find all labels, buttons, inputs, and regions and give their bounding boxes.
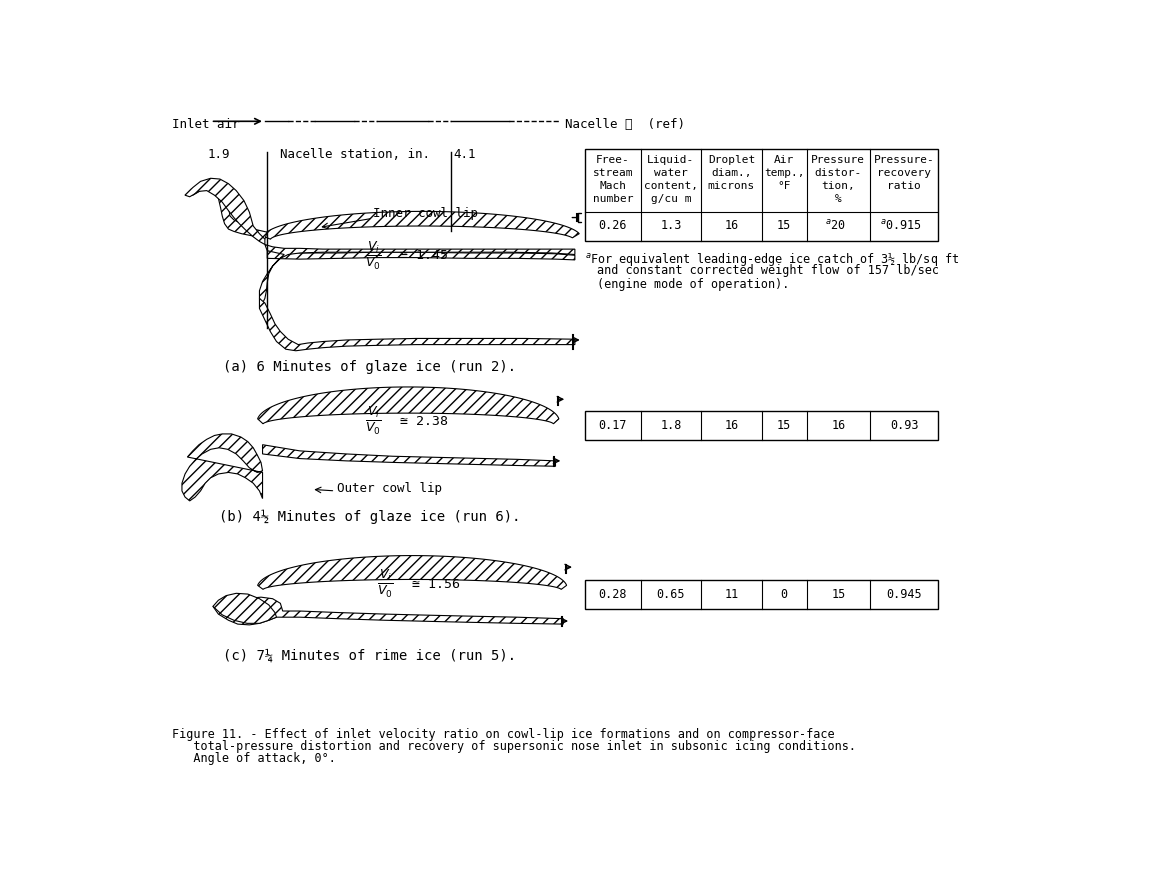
Text: stream: stream <box>593 168 633 177</box>
Text: recovery: recovery <box>878 168 931 177</box>
Text: Mach: Mach <box>600 181 626 190</box>
Polygon shape <box>264 212 579 240</box>
Text: Inlet air: Inlet air <box>171 118 240 131</box>
Text: 1.8: 1.8 <box>660 418 682 431</box>
Text: 4.1: 4.1 <box>453 147 476 160</box>
Text: 0.65: 0.65 <box>657 588 686 601</box>
Polygon shape <box>267 252 574 260</box>
Text: Figure 11. - Effect of inlet velocity ratio on cowl-lip ice formations and on co: Figure 11. - Effect of inlet velocity ra… <box>171 727 835 739</box>
Text: ratio: ratio <box>887 181 921 190</box>
Text: $^a$For equivalent leading-edge ice catch of 3½ lb/sq ft: $^a$For equivalent leading-edge ice catc… <box>585 250 959 267</box>
Text: temp.,: temp., <box>764 168 805 177</box>
Text: $\frac{V_i}{V_0}$: $\frac{V_i}{V_0}$ <box>376 567 394 600</box>
Text: Pressure: Pressure <box>812 154 865 165</box>
Text: 15: 15 <box>831 588 845 601</box>
Text: 0.93: 0.93 <box>891 418 918 431</box>
Text: Nacelle station, in.: Nacelle station, in. <box>280 147 431 160</box>
Polygon shape <box>259 299 574 352</box>
Text: $^a$0.915: $^a$0.915 <box>880 219 922 233</box>
Text: diam.,: diam., <box>711 168 752 177</box>
Text: distor-: distor- <box>815 168 862 177</box>
Text: Outer cowl lip: Outer cowl lip <box>337 481 442 495</box>
Text: (b) 4½ Minutes of glaze ice (run 6).: (b) 4½ Minutes of glaze ice (run 6). <box>219 510 520 524</box>
Text: ≅ 1.45: ≅ 1.45 <box>401 249 448 261</box>
Bar <box>585 581 938 610</box>
Text: 0.17: 0.17 <box>599 418 628 431</box>
Text: 16: 16 <box>831 418 845 431</box>
Text: °F: °F <box>777 181 791 190</box>
Polygon shape <box>263 446 556 467</box>
Bar <box>585 150 938 242</box>
Text: 15: 15 <box>777 418 791 431</box>
Text: 0.26: 0.26 <box>599 219 628 232</box>
Text: 15: 15 <box>777 219 791 232</box>
Text: total-pressure distortion and recovery of supersonic nose inlet in subsonic icin: total-pressure distortion and recovery o… <box>171 739 856 752</box>
Text: tion,: tion, <box>821 181 856 190</box>
Text: Nacelle ℓ  (ref): Nacelle ℓ (ref) <box>565 118 684 131</box>
Polygon shape <box>185 179 265 246</box>
Text: 16: 16 <box>724 219 739 232</box>
Text: (a) 6 Minutes of glaze ice (run 2).: (a) 6 Minutes of glaze ice (run 2). <box>223 360 516 374</box>
Polygon shape <box>259 246 574 303</box>
Text: water: water <box>654 168 688 177</box>
Polygon shape <box>213 597 563 625</box>
Bar <box>585 411 938 440</box>
Text: (engine mode of operation).: (engine mode of operation). <box>596 277 789 290</box>
Text: $\frac{V_i}{V_0}$: $\frac{V_i}{V_0}$ <box>365 404 382 437</box>
Polygon shape <box>213 594 277 624</box>
Text: %: % <box>835 194 842 203</box>
Text: $\frac{V_i}{V_0}$: $\frac{V_i}{V_0}$ <box>365 239 382 271</box>
Text: 1.9: 1.9 <box>207 147 230 160</box>
Text: 0.945: 0.945 <box>886 588 922 601</box>
Text: (c) 7¼ Minutes of rime ice (run 5).: (c) 7¼ Minutes of rime ice (run 5). <box>223 648 516 662</box>
Text: ≅ 2.38: ≅ 2.38 <box>401 414 448 427</box>
Text: g/cu m: g/cu m <box>651 194 691 203</box>
Text: content,: content, <box>644 181 698 190</box>
Text: 11: 11 <box>724 588 739 601</box>
Polygon shape <box>182 434 263 502</box>
Text: Droplet: Droplet <box>708 154 755 165</box>
Text: number: number <box>593 194 633 203</box>
Text: microns: microns <box>708 181 755 190</box>
Polygon shape <box>257 556 566 589</box>
Polygon shape <box>257 388 559 424</box>
Text: Inner cowl lip: Inner cowl lip <box>373 207 478 220</box>
Text: Angle of attack, 0°.: Angle of attack, 0°. <box>171 752 336 764</box>
Text: and constant corrected weight flow of 157 lb/sec: and constant corrected weight flow of 15… <box>596 264 939 276</box>
Text: 1.3: 1.3 <box>660 219 682 232</box>
Text: Liquid-: Liquid- <box>647 154 695 165</box>
Text: Free-: Free- <box>596 154 630 165</box>
Text: 0: 0 <box>780 588 787 601</box>
Text: Air: Air <box>774 154 794 165</box>
Text: 0.28: 0.28 <box>599 588 628 601</box>
Text: ≅ 1.56: ≅ 1.56 <box>412 577 460 590</box>
Text: Pressure-: Pressure- <box>874 154 935 165</box>
Text: 16: 16 <box>724 418 739 431</box>
Text: $^a$20: $^a$20 <box>824 219 845 233</box>
Polygon shape <box>185 184 267 239</box>
